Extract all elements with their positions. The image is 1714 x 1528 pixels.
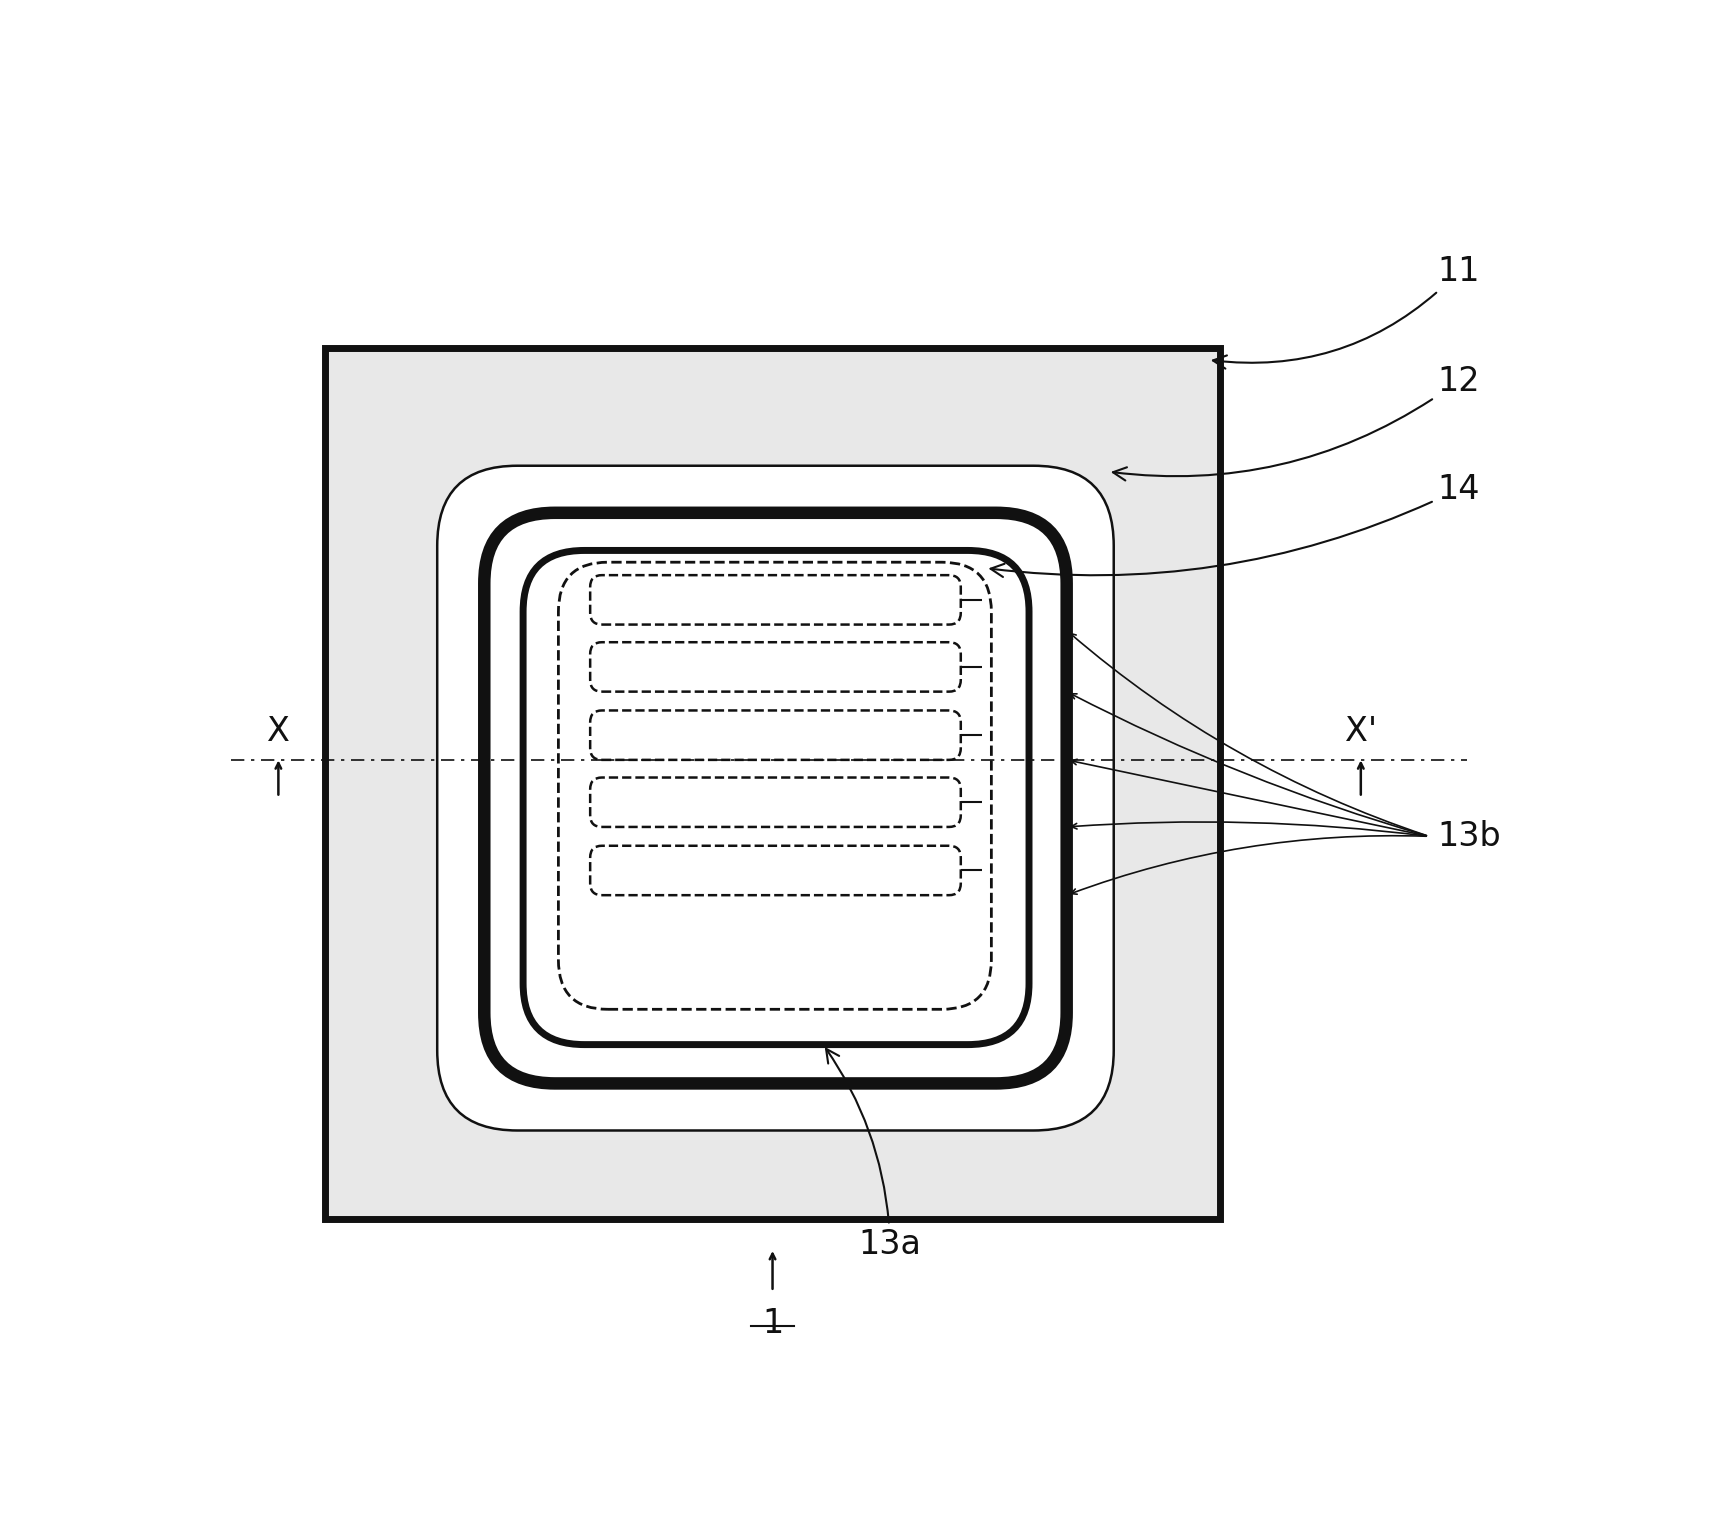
FancyBboxPatch shape [590, 847, 962, 895]
Text: X': X' [1345, 715, 1376, 749]
FancyBboxPatch shape [590, 575, 962, 625]
Text: 13a: 13a [826, 1048, 922, 1261]
Text: 12: 12 [1112, 365, 1479, 480]
Bar [326, 348, 1220, 1219]
Text: 13b: 13b [1438, 821, 1501, 853]
Text: 1: 1 [763, 1306, 783, 1340]
FancyBboxPatch shape [437, 466, 1114, 1131]
FancyBboxPatch shape [590, 711, 962, 759]
Text: X: X [267, 715, 290, 749]
Text: 11: 11 [1214, 255, 1479, 368]
Text: 14: 14 [991, 472, 1479, 578]
FancyBboxPatch shape [590, 642, 962, 692]
FancyBboxPatch shape [590, 778, 962, 827]
